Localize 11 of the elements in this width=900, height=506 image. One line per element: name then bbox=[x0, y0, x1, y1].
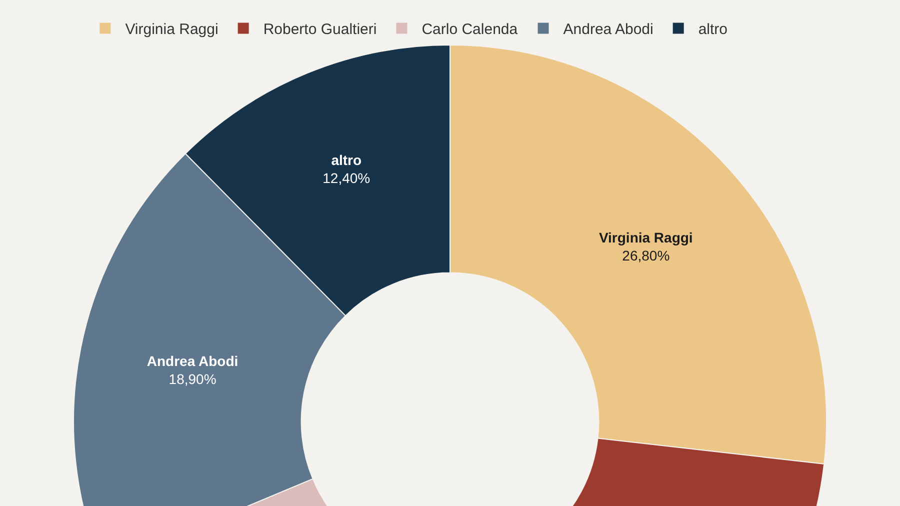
slice-label: Virginia Raggi bbox=[598, 230, 693, 246]
legend-label: Roberto Gualtieri bbox=[263, 21, 377, 38]
data-label: 18,90% bbox=[168, 370, 216, 387]
legend-label: Andrea Abodi bbox=[563, 21, 654, 38]
legend-label: Carlo Calenda bbox=[422, 21, 518, 38]
slice-label: Andrea Abodi bbox=[146, 352, 238, 369]
data-label: 12,40% bbox=[322, 170, 370, 186]
legend-label: altro bbox=[698, 21, 728, 38]
slice-label: altro bbox=[331, 152, 362, 168]
data-label: 26,80% bbox=[622, 248, 670, 264]
legend-label: Virginia Raggi bbox=[125, 21, 218, 38]
